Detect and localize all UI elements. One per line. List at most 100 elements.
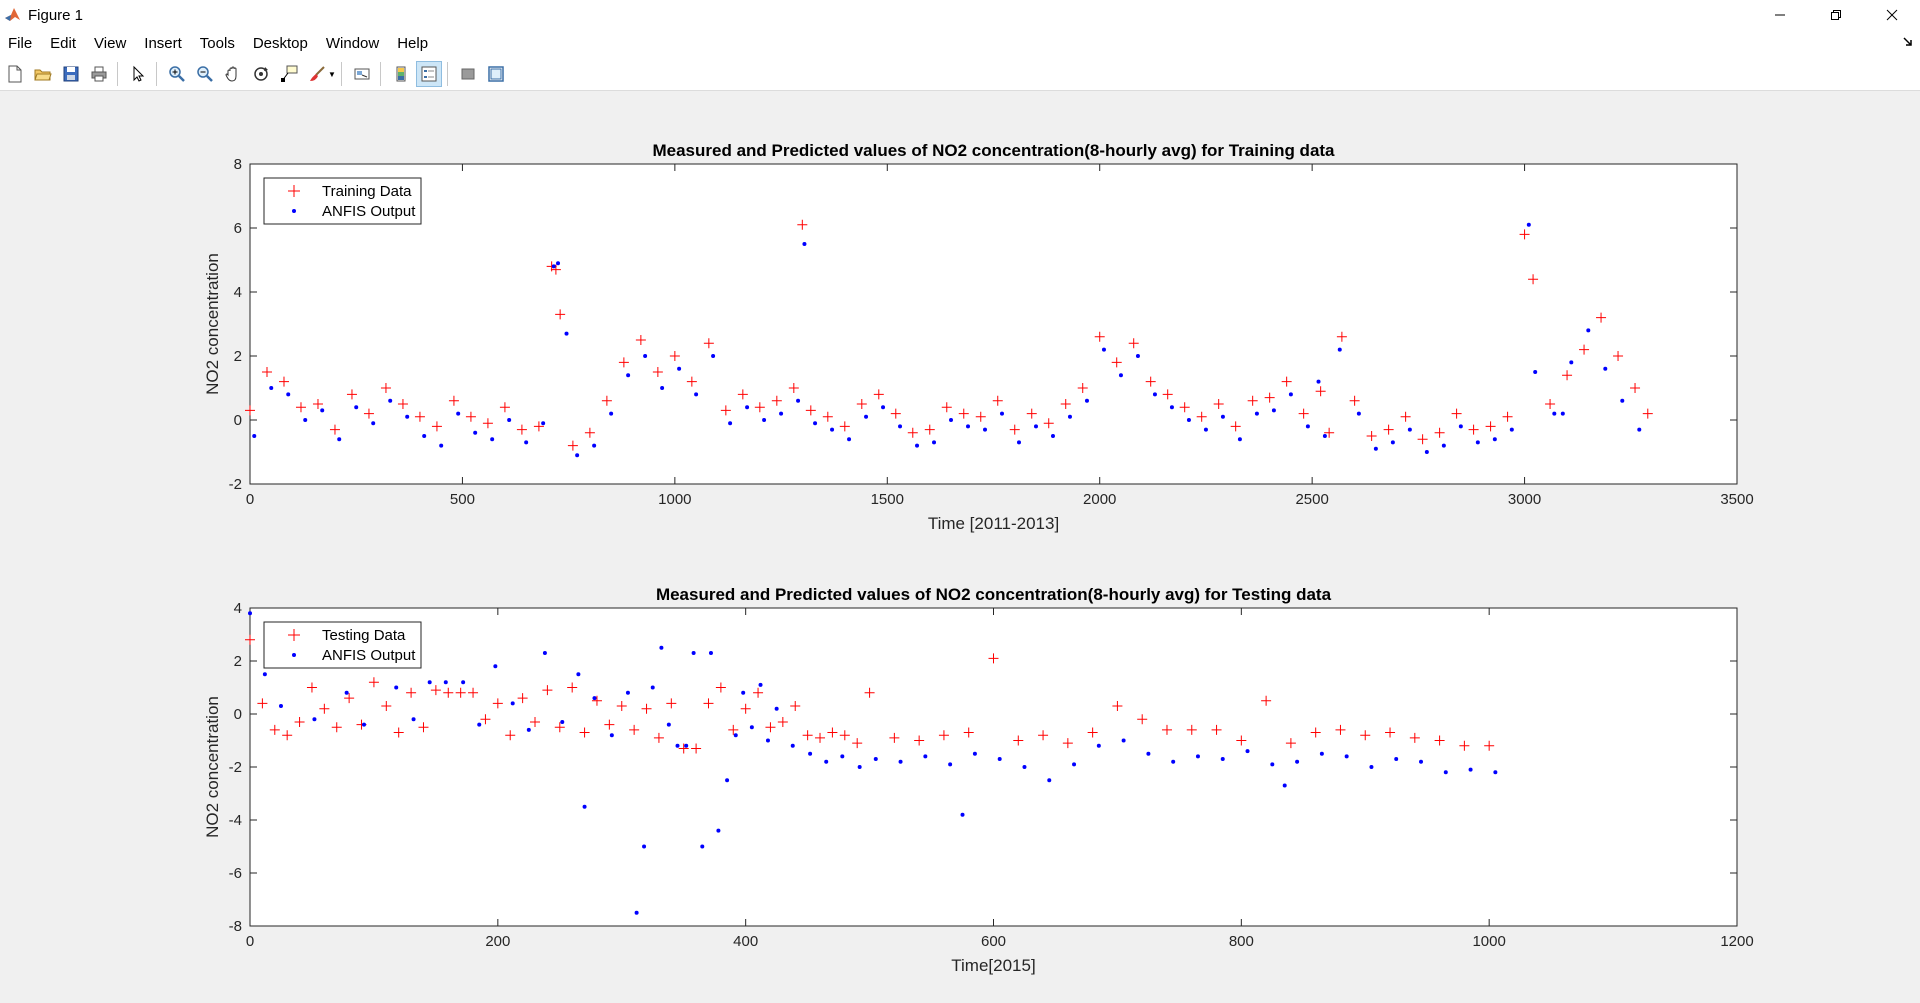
data-point-dot	[1135, 354, 1140, 358]
data-point-dot	[541, 421, 546, 426]
open-file-button[interactable]	[30, 61, 56, 87]
data-point-dot	[728, 421, 733, 426]
data-point-plus	[1519, 229, 1530, 240]
data-point-dot	[1254, 411, 1259, 416]
data-point-dot	[1493, 770, 1498, 775]
menu-help[interactable]: Help	[397, 35, 429, 52]
data-point-dot	[461, 680, 466, 685]
data-point-plus	[666, 698, 677, 709]
zoom-in-button[interactable]	[164, 61, 190, 87]
data-point-plus	[1236, 735, 1247, 746]
dock-arrow-icon[interactable]	[1902, 36, 1914, 48]
data-point-dot	[1022, 765, 1027, 769]
edit-plot-button[interactable]	[125, 61, 151, 87]
data-point-plus	[1298, 408, 1309, 419]
data-point-plus	[728, 724, 739, 735]
data-point-plus	[430, 685, 441, 696]
data-point-plus	[1485, 421, 1496, 432]
chart-axes-2: 0 200 400 600 800 1000 1200 -8 -6 -4 -2 0 2 4 Measured…	[203, 585, 1754, 975]
x-axis-label: Time [2011-2013]	[928, 514, 1059, 533]
data-point-dot	[262, 672, 267, 677]
data-point-plus	[1434, 735, 1445, 746]
data-point-dot	[716, 828, 721, 833]
close-icon	[1886, 9, 1898, 21]
data-point-dot	[1067, 414, 1072, 419]
data-point-plus	[1324, 427, 1335, 438]
hide-plot-tools-icon	[461, 68, 475, 80]
new-figure-button[interactable]	[2, 61, 28, 87]
data-point-dot	[779, 411, 784, 416]
data-point-plus	[805, 405, 816, 416]
data-point-dot	[765, 738, 770, 743]
data-point-dot	[1220, 757, 1225, 762]
data-point-plus	[1111, 357, 1122, 368]
menu-edit[interactable]: Edit	[50, 35, 77, 52]
data-point-plus	[294, 716, 305, 727]
data-point-dot	[997, 757, 1002, 762]
brush-button[interactable]	[304, 61, 330, 87]
data-point-plus	[1383, 424, 1394, 435]
print-button[interactable]	[86, 61, 112, 87]
legend-box[interactable]: Training Data ANFIS Output	[263, 177, 422, 225]
data-point-plus	[669, 351, 680, 361]
close-button[interactable]	[1864, 0, 1920, 30]
data-point-dot	[659, 645, 664, 650]
data-point-plus	[852, 738, 863, 749]
data-point-dot	[1270, 762, 1275, 767]
data-point-plus	[864, 687, 875, 698]
data-point-plus	[344, 693, 355, 704]
rotate-3d-icon	[254, 67, 268, 81]
data-point-dot	[1245, 749, 1250, 754]
data-point-dot	[1101, 347, 1106, 352]
colorbar-button[interactable]	[388, 61, 414, 87]
data-point-dot	[551, 264, 556, 269]
restore-button[interactable]	[1808, 0, 1864, 30]
data-point-dot	[1552, 411, 1557, 416]
show-plot-tools-button[interactable]	[483, 61, 509, 87]
data-point-dot	[625, 690, 630, 695]
data-point-plus	[686, 376, 697, 387]
data-point-plus	[618, 357, 629, 368]
data-point-dot	[1458, 424, 1463, 429]
menu-insert[interactable]: Insert	[144, 35, 182, 52]
data-point-dot	[966, 424, 971, 429]
zoom-out-button[interactable]	[192, 61, 218, 87]
minimize-button[interactable]	[1752, 0, 1808, 30]
pan-button[interactable]	[220, 61, 246, 87]
data-point-plus	[737, 389, 748, 400]
data-point-plus	[839, 421, 850, 432]
data-cursor-icon	[281, 65, 298, 82]
link-plot-button[interactable]	[349, 61, 375, 87]
legend-box[interactable]: Testing Data ANFIS Output	[263, 621, 422, 669]
menu-tools[interactable]: Tools	[199, 35, 235, 52]
data-point-dot	[1526, 222, 1531, 227]
data-point-plus	[368, 677, 379, 688]
data-point-dot	[1394, 757, 1399, 762]
menu-file[interactable]: File	[8, 35, 33, 52]
data-point-plus	[839, 730, 850, 741]
data-point-plus	[269, 724, 280, 735]
data-cursor-button[interactable]	[276, 61, 302, 87]
x-tick-label: 0	[246, 933, 254, 950]
data-point-dot	[1356, 411, 1361, 416]
data-point-plus	[641, 703, 652, 714]
data-point-dot	[758, 682, 763, 687]
data-point-dot	[708, 651, 713, 656]
menu-desktop[interactable]: Desktop	[252, 35, 308, 52]
hide-plot-tools-button[interactable]	[455, 61, 481, 87]
data-point-dot	[1390, 440, 1395, 445]
brush-dropdown-icon[interactable]: ▼	[328, 69, 336, 79]
menu-view[interactable]: View	[94, 35, 127, 52]
x-tick-label: 3000	[1508, 491, 1541, 508]
data-point-plus	[1230, 421, 1241, 432]
toolbar-separator	[117, 62, 118, 86]
data-point-dot	[1237, 437, 1242, 442]
menu-window[interactable]: Window	[325, 35, 380, 52]
data-point-dot	[1509, 427, 1514, 432]
data-point-dot	[477, 722, 482, 727]
save-button[interactable]	[58, 61, 84, 87]
data-point-plus	[295, 402, 306, 413]
data-point-dot	[733, 733, 738, 738]
rotate-3d-button[interactable]	[248, 61, 274, 87]
legend-button[interactable]	[415, 61, 442, 87]
